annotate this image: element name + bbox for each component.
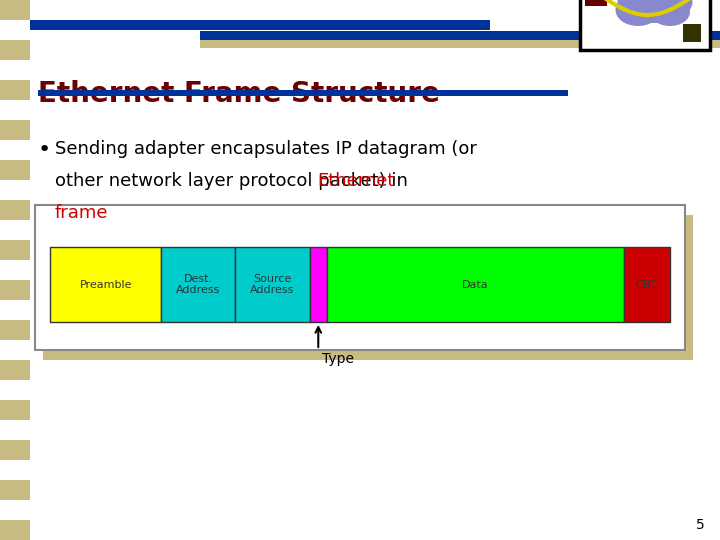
Text: Data: Data: [462, 280, 489, 289]
Bar: [0, 320, 30, 340]
Bar: [0, 500, 30, 520]
Text: Sending adapter encapsulates IP datagram (or: Sending adapter encapsulates IP datagram…: [55, 140, 477, 158]
Bar: [0, 120, 30, 140]
Bar: [0, 40, 30, 60]
Bar: [0, 480, 30, 500]
Text: frame: frame: [55, 204, 109, 222]
Text: CRC: CRC: [636, 280, 658, 289]
Bar: [0, 260, 30, 280]
Bar: [0, 240, 30, 260]
Text: Type: Type: [323, 352, 354, 366]
Bar: [0, 100, 30, 120]
Ellipse shape: [616, 0, 660, 26]
Bar: [0, 520, 30, 540]
Bar: [200, 31, 720, 40]
Bar: [580, 32, 720, 48]
Bar: [0, 420, 30, 440]
Bar: [580, 0, 710, 50]
Bar: [585, 0, 607, 6]
Text: Preamble: Preamble: [79, 280, 132, 289]
Bar: [0, 340, 30, 360]
Bar: [0, 380, 30, 400]
Bar: [0, 0, 30, 20]
Text: Ethernet Frame Structure: Ethernet Frame Structure: [38, 80, 440, 108]
Bar: [327, 247, 624, 322]
Bar: [161, 247, 235, 322]
Bar: [235, 247, 310, 322]
Bar: [0, 220, 30, 240]
Bar: [683, 24, 701, 42]
Bar: [30, 20, 490, 30]
Text: 5: 5: [696, 518, 705, 532]
Bar: [310, 247, 327, 322]
Text: •: •: [38, 140, 51, 160]
Bar: [0, 80, 30, 100]
Text: Source
Address: Source Address: [251, 274, 294, 295]
Bar: [0, 60, 30, 80]
Bar: [0, 400, 30, 420]
Bar: [200, 38, 720, 48]
Bar: [624, 247, 670, 322]
Text: Ethernet: Ethernet: [318, 172, 395, 190]
Ellipse shape: [618, 0, 693, 23]
Bar: [0, 20, 30, 40]
Bar: [0, 360, 30, 380]
Text: other network layer protocol packet) in: other network layer protocol packet) in: [55, 172, 413, 190]
Bar: [35, 205, 685, 350]
Bar: [0, 440, 30, 460]
Ellipse shape: [650, 0, 690, 26]
Bar: [0, 300, 30, 320]
Bar: [0, 160, 30, 180]
Bar: [38, 90, 568, 96]
Bar: [0, 200, 30, 220]
Bar: [0, 460, 30, 480]
Bar: [43, 215, 693, 360]
Bar: [50, 247, 161, 322]
Bar: [0, 140, 30, 160]
Bar: [0, 280, 30, 300]
Text: Dest.
Address: Dest. Address: [176, 274, 220, 295]
Bar: [0, 180, 30, 200]
